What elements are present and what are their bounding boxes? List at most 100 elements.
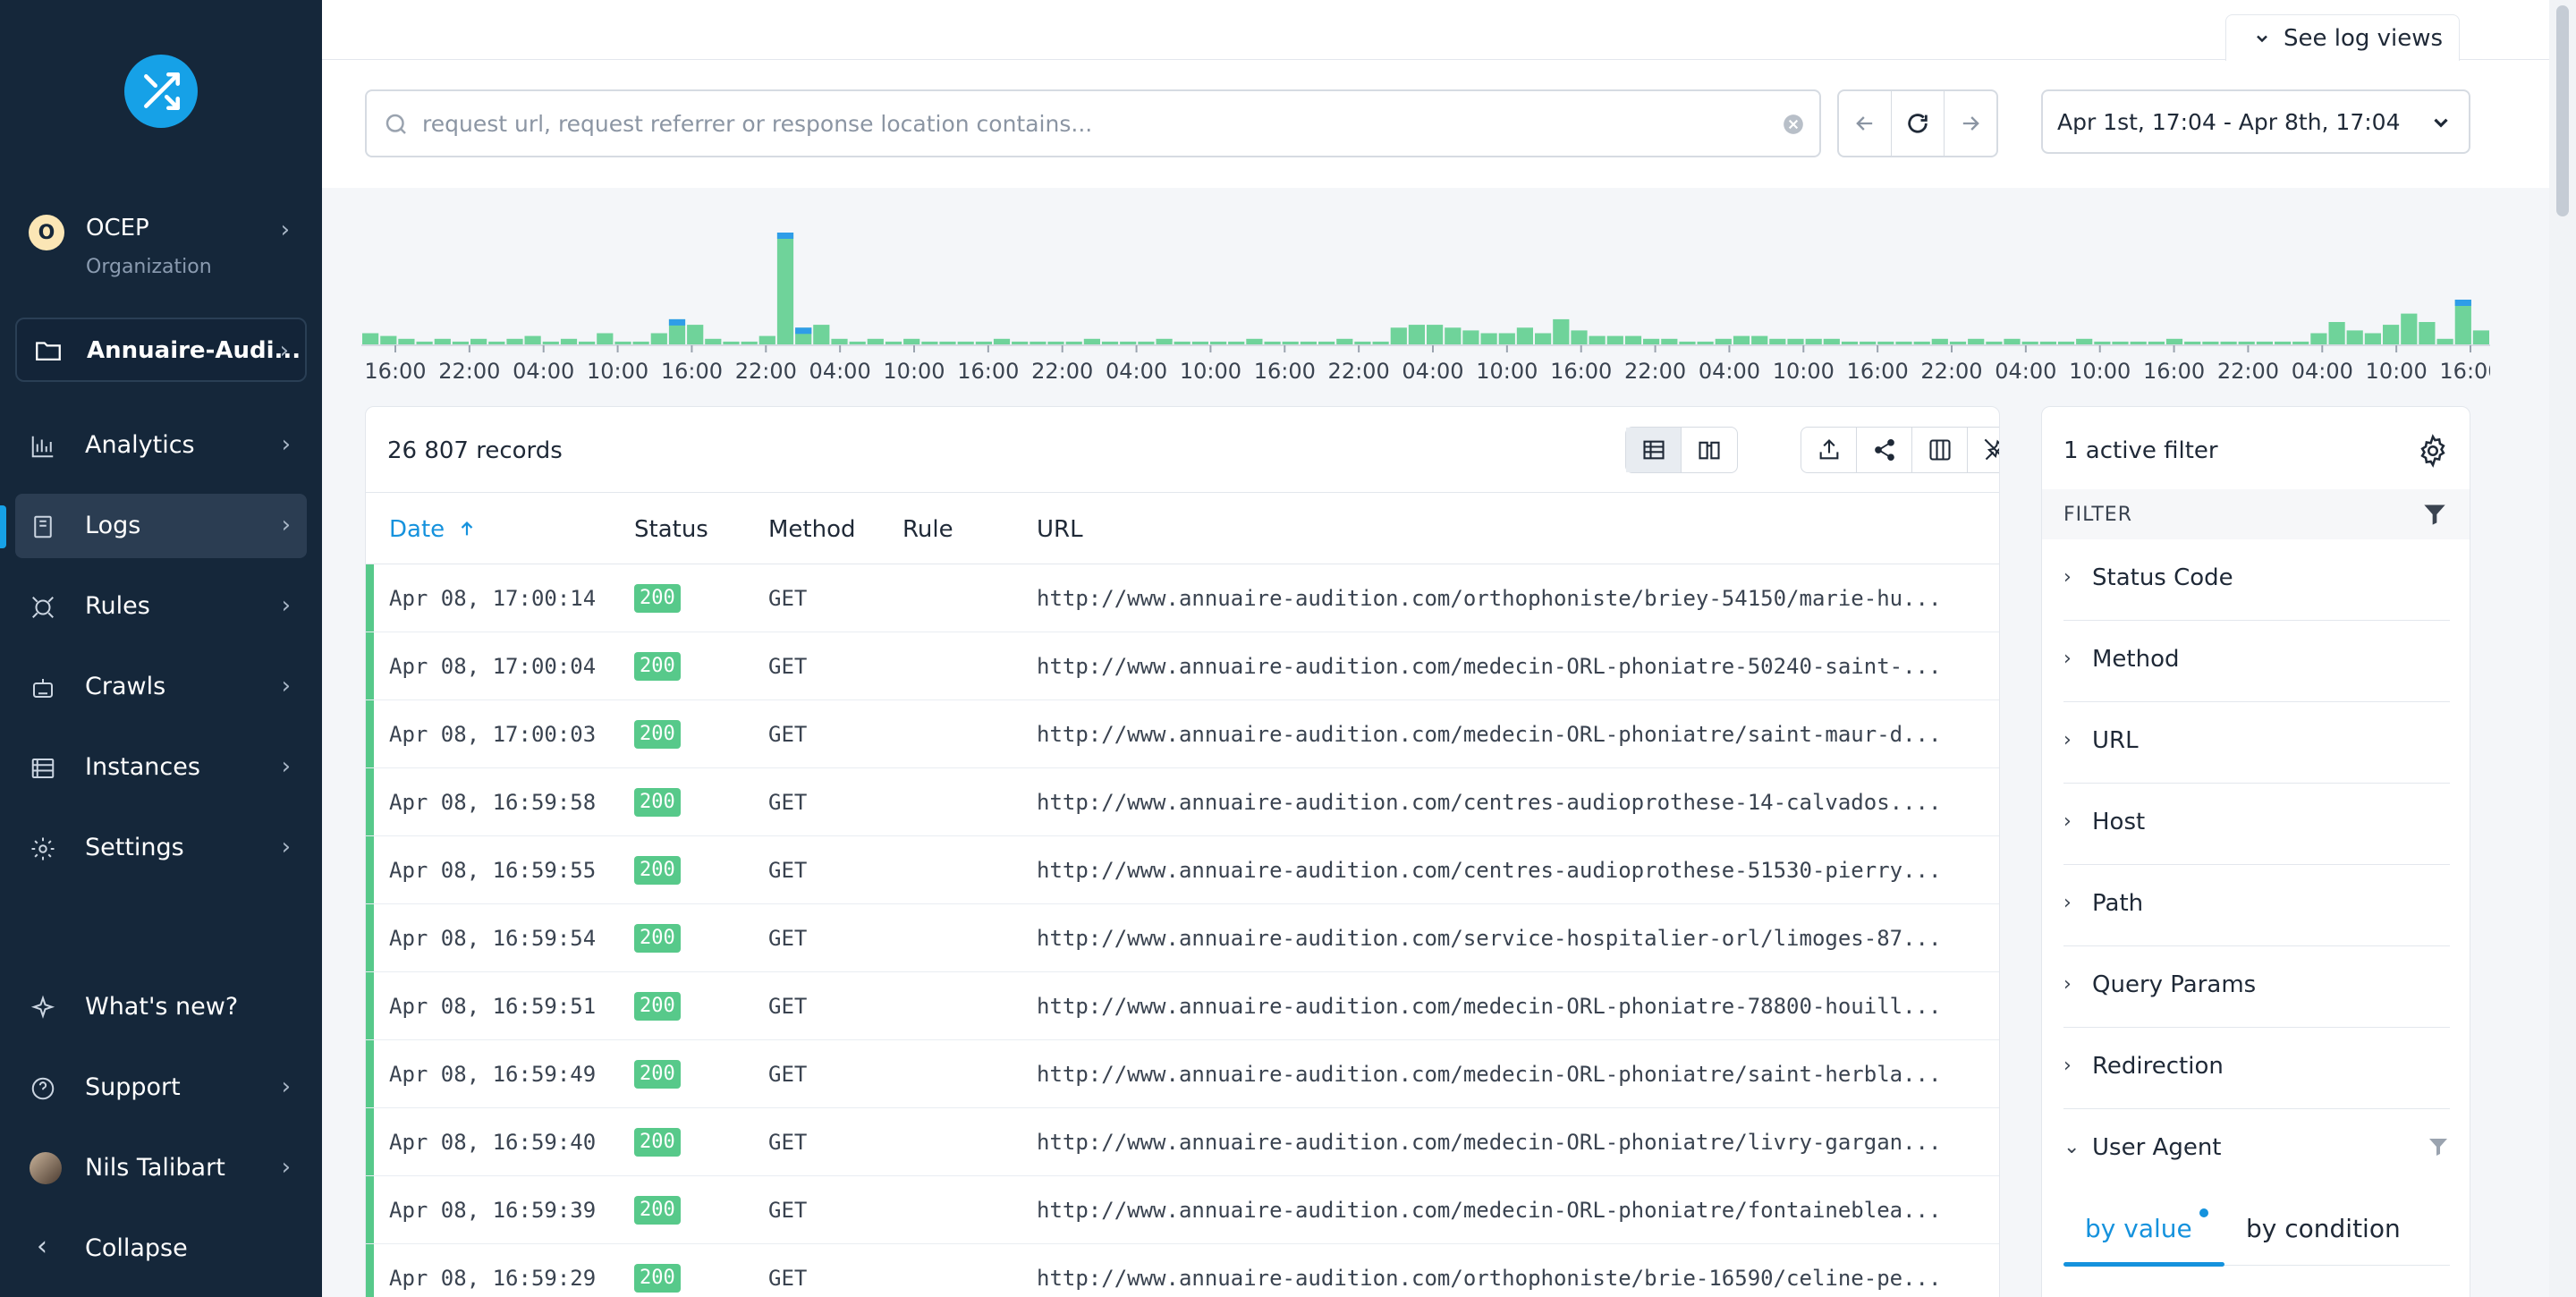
- histogram-bar[interactable]: [2364, 333, 2381, 345]
- histogram-bar[interactable]: [1986, 341, 2003, 344]
- histogram-bar[interactable]: [1823, 338, 1840, 345]
- histogram-bar[interactable]: [1246, 338, 1263, 345]
- sidebar-item-settings[interactable]: Settings ›: [15, 816, 307, 880]
- histogram-bar[interactable]: [1516, 327, 1533, 345]
- histogram-bar[interactable]: [813, 325, 830, 344]
- histogram-bar[interactable]: [903, 338, 920, 345]
- histogram-bar[interactable]: [1083, 338, 1100, 345]
- export-button[interactable]: [1801, 428, 1857, 472]
- histogram-bar[interactable]: [434, 338, 451, 345]
- table-row[interactable]: Apr 08, 16:59:51 200 GET http://www.annuair…: [366, 972, 1999, 1040]
- previous-period-button[interactable]: [1839, 91, 1892, 156]
- filter-section-redirection[interactable]: › Redirection: [2063, 1028, 2450, 1109]
- column-url[interactable]: URL: [1037, 516, 1083, 543]
- next-period-button[interactable]: [1945, 91, 1996, 156]
- histogram-bar[interactable]: [831, 338, 848, 345]
- gear-icon[interactable]: [2416, 434, 2450, 468]
- histogram-bar[interactable]: [614, 341, 631, 344]
- row-url[interactable]: http://www.annuaire-audition.com/medecin…: [1037, 1130, 1942, 1155]
- tab-by-condition[interactable]: by condition: [2246, 1214, 2401, 1243]
- row-url[interactable]: http://www.annuaire-audition.com/service…: [1037, 926, 1942, 951]
- row-url[interactable]: http://www.annuaire-audition.com/medecin…: [1037, 994, 1942, 1019]
- filter-section-status-code[interactable]: › Status Code: [2063, 539, 2450, 621]
- histogram-bar[interactable]: [1228, 341, 1245, 344]
- sidebar-item-user[interactable]: Nils Talibart ›: [15, 1136, 307, 1200]
- histogram-bar[interactable]: [2436, 338, 2453, 345]
- histogram-bar[interactable]: [1372, 341, 1389, 344]
- refresh-button[interactable]: [1892, 91, 1945, 156]
- histogram-bar[interactable]: [1553, 318, 1570, 344]
- histogram-bar[interactable]: [524, 335, 541, 344]
- histogram-bar[interactable]: [2112, 341, 2129, 344]
- histogram-bar[interactable]: [1968, 338, 1985, 345]
- histogram-bar[interactable]: [1913, 341, 1930, 344]
- funnel-icon[interactable]: [2427, 1136, 2450, 1157]
- row-url[interactable]: http://www.annuaire-audition.com/medecin…: [1037, 654, 1942, 679]
- histogram-bar[interactable]: [1606, 335, 1623, 344]
- table-row[interactable]: Apr 08, 16:59:55 200 GET http://www.annuair…: [366, 836, 1999, 904]
- histogram-bar[interactable]: [1336, 338, 1353, 345]
- histogram-bar[interactable]: [1354, 341, 1371, 344]
- histogram-bar[interactable]: [2202, 341, 2219, 344]
- table-row[interactable]: Apr 08, 16:59:29 200 GET http://www.annuair…: [366, 1244, 1999, 1297]
- table-row[interactable]: Apr 08, 16:59:39 200 GET http://www.annuair…: [366, 1176, 1999, 1244]
- clear-icon[interactable]: [1782, 113, 1805, 136]
- histogram-bar[interactable]: [579, 341, 596, 344]
- histogram-bar[interactable]: [2148, 341, 2165, 344]
- column-method[interactable]: Method: [768, 516, 856, 543]
- histogram-bar[interactable]: [975, 341, 992, 344]
- filter-section-query-params[interactable]: › Query Params: [2063, 946, 2450, 1028]
- histogram-bar[interactable]: [1769, 338, 1786, 345]
- histogram-bar[interactable]: [2383, 325, 2400, 344]
- histogram-bar[interactable]: [470, 338, 487, 345]
- histogram-bar[interactable]: [2472, 330, 2489, 344]
- histogram-bar[interactable]: [849, 341, 866, 344]
- row-url[interactable]: http://www.annuaire-audition.com/orthoph…: [1037, 1266, 1942, 1291]
- app-logo[interactable]: [124, 55, 198, 128]
- histogram-bar[interactable]: [1679, 341, 1696, 344]
- histogram-bar[interactable]: [1318, 341, 1335, 344]
- flag-button[interactable]: [1968, 428, 1999, 472]
- histogram-bar[interactable]: [452, 341, 469, 344]
- histogram-bar[interactable]: [1571, 330, 1588, 344]
- scrollbar-thumb[interactable]: [2556, 5, 2569, 216]
- histogram-bar[interactable]: [1877, 341, 1894, 344]
- histogram-bar[interactable]: [2401, 313, 2418, 344]
- histogram-bar[interactable]: [776, 233, 794, 344]
- histogram-bar[interactable]: [542, 341, 559, 344]
- histogram-bar[interactable]: [1300, 341, 1317, 344]
- sidebar-item-analytics[interactable]: Analytics ›: [15, 413, 307, 478]
- histogram-bar[interactable]: [2165, 338, 2183, 345]
- histogram-bar[interactable]: [921, 341, 938, 344]
- histogram-bar[interactable]: [1661, 338, 1678, 345]
- histogram-bar[interactable]: [1931, 338, 1948, 345]
- row-url[interactable]: http://www.annuaire-audition.com/medecin…: [1037, 722, 1942, 747]
- histogram-bar[interactable]: [993, 338, 1011, 345]
- histogram-bar[interactable]: [2130, 341, 2147, 344]
- filter-section-host[interactable]: › Host: [2063, 784, 2450, 865]
- sidebar-item-crawls[interactable]: Crawls ›: [15, 655, 307, 719]
- search-input[interactable]: [422, 106, 1746, 141]
- histogram-bar[interactable]: [1697, 341, 1714, 344]
- table-view-button[interactable]: [1626, 428, 1682, 472]
- histogram-bar[interactable]: [650, 333, 667, 345]
- histogram-bar[interactable]: [1498, 333, 1515, 345]
- row-url[interactable]: http://www.annuaire-audition.com/centres…: [1037, 858, 1942, 883]
- page-scrollbar[interactable]: [2549, 0, 2576, 1297]
- sidebar-item-whats-new[interactable]: What's new?: [15, 975, 307, 1039]
- histogram-bar[interactable]: [1264, 341, 1281, 344]
- histogram-bar[interactable]: [939, 341, 956, 344]
- histogram-bar[interactable]: [1462, 330, 1479, 344]
- histogram-bar[interactable]: [488, 341, 505, 344]
- histogram-bar[interactable]: [1733, 335, 1750, 344]
- filter-section-user-agent[interactable]: ⌄ User Agent: [2063, 1109, 2450, 1191]
- histogram-bar[interactable]: [2256, 341, 2273, 344]
- histogram-bar[interactable]: [957, 341, 974, 344]
- histogram-bar[interactable]: [687, 325, 704, 344]
- histogram-bar[interactable]: [1101, 341, 1119, 344]
- filter-section-path[interactable]: › Path: [2063, 865, 2450, 946]
- histogram-bar[interactable]: [1282, 341, 1299, 344]
- histogram-bar[interactable]: [1120, 341, 1137, 344]
- histogram-bar[interactable]: [1012, 341, 1029, 344]
- date-range-picker[interactable]: Apr 1st, 17:04 - Apr 8th, 17:04: [2041, 89, 2470, 154]
